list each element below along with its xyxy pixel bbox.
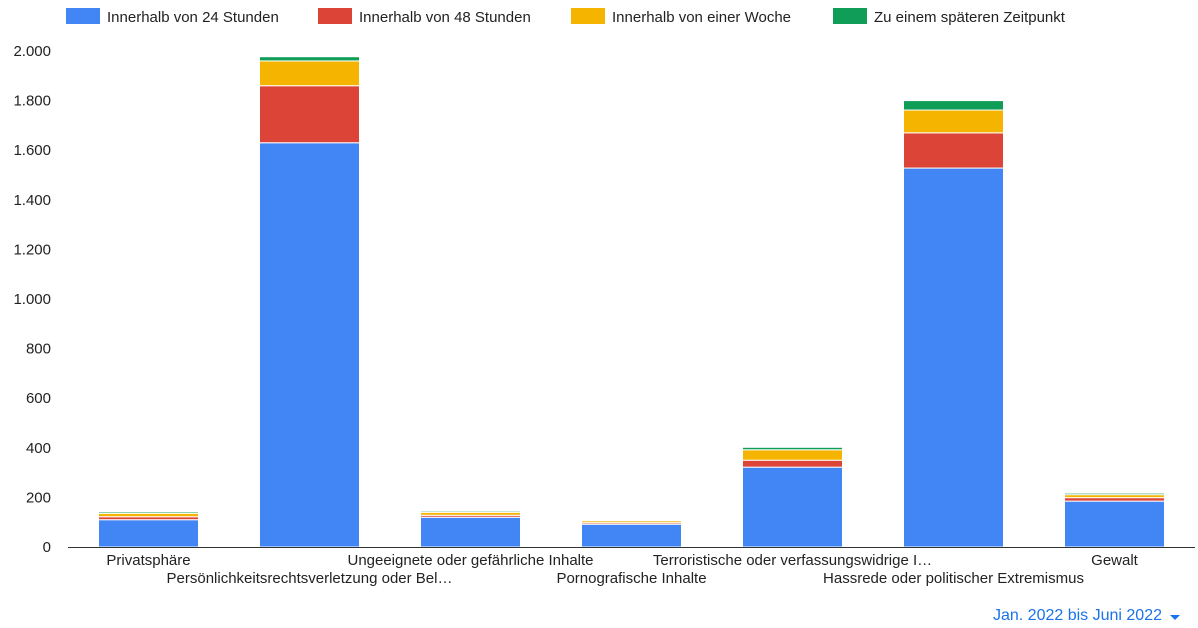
chevron-down-icon — [1170, 614, 1180, 620]
y-tick-label: 1.600 — [13, 142, 51, 159]
bar-segment — [259, 60, 360, 87]
bar-segment — [742, 459, 843, 468]
bar-stack — [903, 100, 1004, 548]
bar-stack — [98, 511, 199, 548]
bar-segment — [98, 512, 199, 518]
bar-segment — [1064, 492, 1165, 496]
bar-segment — [259, 85, 360, 144]
bar-segment — [742, 449, 843, 461]
y-axis: 0 200 400 600 800 1.000 1.200 1.400 1.600 1.800 2.… — [13, 43, 51, 556]
y-tick-label: 200 — [26, 489, 51, 506]
bar-segment — [903, 132, 1004, 169]
x-tick-label: Ungeeignete oder gefährliche Inhalte — [347, 552, 593, 569]
bar-stack — [581, 519, 682, 548]
bar-stack — [420, 510, 521, 548]
y-tick-label: 1.400 — [13, 192, 51, 209]
period-selector-dropdown[interactable]: Jan. 2022 bis Juni 2022 — [993, 606, 1180, 626]
x-tick-label: Terroristische oder verfassungswidrige I… — [653, 552, 932, 569]
legend-item: Zu einem späteren Zeitpunkt — [833, 8, 1066, 26]
legend-swatch — [66, 8, 100, 24]
y-tick-label: 800 — [26, 341, 51, 358]
y-tick-label: 2.000 — [13, 43, 51, 60]
bar-segment — [1064, 497, 1165, 502]
bars — [98, 56, 1165, 548]
period-selector-label: Jan. 2022 bis Juni 2022 — [992, 607, 1162, 624]
y-tick-label: 0 — [43, 539, 51, 556]
bar-stack — [1064, 492, 1165, 548]
bar-segment — [98, 519, 199, 548]
bar-segment — [259, 56, 360, 62]
x-tick-label: Pornografische Inhalte — [556, 570, 706, 587]
legend-item: Innerhalb von 48 Stunden — [318, 8, 531, 26]
legend-label: Zu einem späteren Zeitpunkt — [874, 9, 1066, 26]
legend-swatch — [318, 8, 352, 24]
bar-segment — [1064, 500, 1165, 548]
legend-label: Innerhalb von einer Woche — [612, 9, 791, 26]
legend-item: Innerhalb von einer Woche — [571, 8, 791, 26]
bar-segment — [581, 519, 682, 522]
stacked-bar-chart: Innerhalb von 24 Stunden Innerhalb von 48… — [13, 8, 1195, 587]
y-tick-label: 600 — [26, 390, 51, 407]
legend-label: Innerhalb von 24 Stunden — [107, 9, 279, 26]
x-tick-label: Hassrede oder politischer Extremismus — [823, 570, 1084, 587]
x-axis-labels: PrivatsphärePersönlichkeitsrechtsverletz… — [106, 552, 1138, 587]
x-tick-label: Privatsphäre — [106, 552, 190, 569]
legend-swatch — [833, 8, 867, 24]
bar-segment — [742, 446, 843, 451]
chart-legend: Innerhalb von 24 Stunden Innerhalb von 48… — [66, 8, 1066, 26]
y-tick-label: 1.200 — [13, 241, 51, 258]
bar-segment — [259, 142, 360, 548]
bar-segment — [903, 167, 1004, 548]
bar-segment — [98, 511, 199, 514]
legend-swatch — [571, 8, 605, 24]
legend-label: Innerhalb von 48 Stunden — [359, 9, 531, 26]
bar-segment — [420, 510, 521, 513]
legend-item: Innerhalb von 24 Stunden — [66, 8, 279, 26]
bar-segment — [742, 466, 843, 548]
y-tick-label: 1.000 — [13, 291, 51, 308]
bar-segment — [903, 100, 1004, 111]
bar-segment — [903, 109, 1004, 134]
bar-segment — [420, 516, 521, 548]
bar-stack — [742, 446, 843, 548]
bar-segment — [581, 523, 682, 548]
y-tick-label: 400 — [26, 440, 51, 457]
bar-stack — [259, 56, 360, 548]
y-tick-label: 1.800 — [13, 93, 51, 110]
x-tick-label: Gewalt — [1091, 552, 1139, 569]
x-tick-label: Persönlichkeitsrechtsverletzung oder Bel… — [167, 570, 453, 587]
